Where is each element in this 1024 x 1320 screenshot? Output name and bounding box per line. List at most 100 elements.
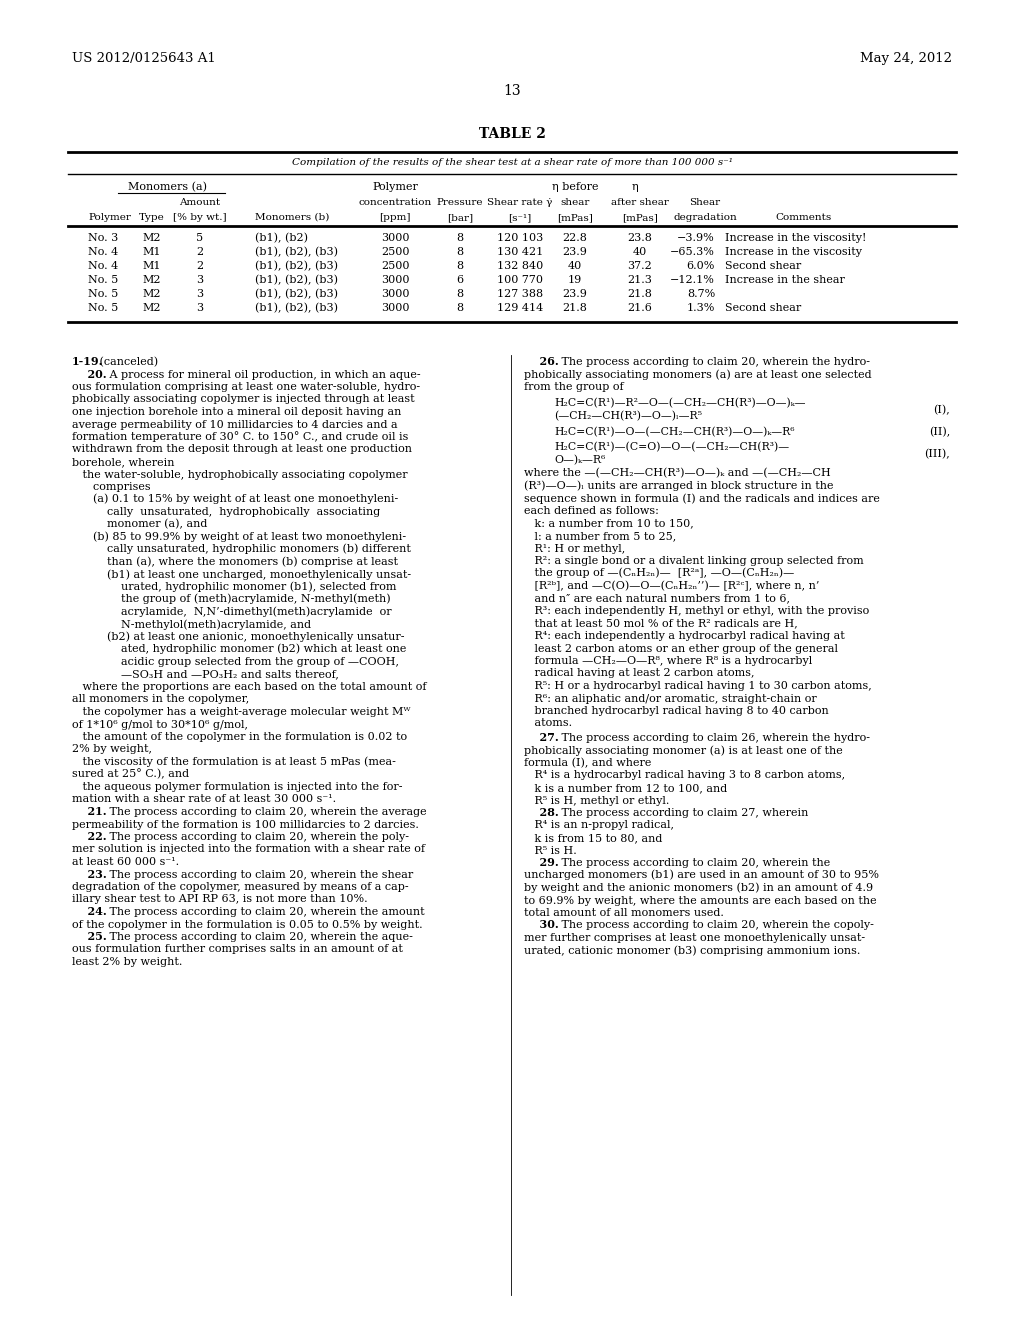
Text: ous formulation comprising at least one water-soluble, hydro-: ous formulation comprising at least one …	[72, 381, 420, 392]
Text: (b1), (b2), (b3): (b1), (b2), (b3)	[255, 302, 338, 313]
Text: O—)ₖ—R⁶: O—)ₖ—R⁶	[554, 455, 605, 466]
Text: [mPas]: [mPas]	[622, 213, 658, 222]
Text: 8: 8	[457, 261, 464, 271]
Text: 30.: 30.	[524, 920, 559, 931]
Text: M1: M1	[142, 261, 161, 271]
Text: Type: Type	[139, 213, 165, 222]
Text: May 24, 2012: May 24, 2012	[860, 51, 952, 65]
Text: formation temperature of 30° C. to 150° C., and crude oil is: formation temperature of 30° C. to 150° …	[72, 432, 409, 442]
Text: 129 414: 129 414	[497, 304, 543, 313]
Text: 2500: 2500	[381, 261, 410, 271]
Text: monomer (a), and: monomer (a), and	[72, 519, 208, 529]
Text: 3: 3	[197, 275, 204, 285]
Text: the aqueous polymer formulation is injected into the for-: the aqueous polymer formulation is injec…	[72, 781, 402, 792]
Text: The process according to claim 20, wherein the aque-: The process according to claim 20, where…	[105, 932, 413, 942]
Text: No. 4: No. 4	[88, 247, 118, 257]
Text: degradation of the copolymer, measured by means of a cap-: degradation of the copolymer, measured b…	[72, 882, 409, 892]
Text: 130 421: 130 421	[497, 247, 543, 257]
Text: 25.: 25.	[72, 931, 106, 942]
Text: 127 388: 127 388	[497, 289, 543, 300]
Text: Second shear: Second shear	[725, 304, 801, 313]
Text: −12.1%: −12.1%	[670, 275, 715, 285]
Text: −65.3%: −65.3%	[670, 247, 715, 257]
Text: from the group of: from the group of	[524, 381, 624, 392]
Text: 3: 3	[197, 304, 204, 313]
Text: Monomers (b): Monomers (b)	[255, 213, 330, 222]
Text: The process according to claim 20, wherein the hydro-: The process according to claim 20, where…	[558, 356, 870, 367]
Text: 3000: 3000	[381, 234, 410, 243]
Text: to 69.9% by weight, where the amounts are each based on the: to 69.9% by weight, where the amounts ar…	[524, 895, 877, 906]
Text: The process according to claim 20, wherein the poly-: The process according to claim 20, where…	[105, 832, 409, 842]
Text: phobically associating monomers (a) are at least one selected: phobically associating monomers (a) are …	[524, 368, 871, 380]
Text: R⁴ is a hydrocarbyl radical having 3 to 8 carbon atoms,: R⁴ is a hydrocarbyl radical having 3 to …	[524, 771, 845, 780]
Text: atoms.: atoms.	[524, 718, 572, 729]
Text: 6: 6	[457, 275, 464, 285]
Text: the viscosity of the formulation is at least 5 mPas (mea-: the viscosity of the formulation is at l…	[72, 756, 396, 767]
Text: N-methylol(meth)acrylamide, and: N-methylol(meth)acrylamide, and	[72, 619, 311, 630]
Text: (b) 85 to 99.9% by weight of at least two monoethyleni-: (b) 85 to 99.9% by weight of at least tw…	[72, 532, 407, 543]
Text: 3000: 3000	[381, 304, 410, 313]
Text: R⁴ is an n-propyl radical,: R⁴ is an n-propyl radical,	[524, 821, 674, 830]
Text: Compilation of the results of the shear test at a shear rate of more than 100 00: Compilation of the results of the shear …	[292, 158, 732, 168]
Text: 2: 2	[197, 247, 204, 257]
Text: urated, cationic monomer (b3) comprising ammonium ions.: urated, cationic monomer (b3) comprising…	[524, 945, 860, 956]
Text: ous formulation further comprises salts in an amount of at: ous formulation further comprises salts …	[72, 945, 402, 954]
Text: (a) 0.1 to 15% by weight of at least one monoethyleni-: (a) 0.1 to 15% by weight of at least one…	[72, 494, 398, 504]
Text: 2500: 2500	[381, 247, 410, 257]
Text: 22.: 22.	[72, 832, 106, 842]
Text: Pressure: Pressure	[437, 198, 483, 207]
Text: (b1) at least one uncharged, monoethylenically unsat-: (b1) at least one uncharged, monoethylen…	[72, 569, 411, 579]
Text: [s⁻¹]: [s⁻¹]	[508, 213, 531, 222]
Text: 21.3: 21.3	[628, 275, 652, 285]
Text: The process according to claim 20, wherein the average: The process according to claim 20, where…	[105, 807, 427, 817]
Text: of the copolymer in the formulation is 0.05 to 0.5% by weight.: of the copolymer in the formulation is 0…	[72, 920, 423, 929]
Text: [R²ᵇ], and —C(O)—O—(CₙH₂ₙ’’)— [R²ᶜ], where n, n’: [R²ᵇ], and —C(O)—O—(CₙH₂ₙ’’)— [R²ᶜ], whe…	[524, 581, 819, 591]
Text: R³: each independently H, methyl or ethyl, with the proviso: R³: each independently H, methyl or ethy…	[524, 606, 869, 616]
Text: [mPas]: [mPas]	[557, 213, 593, 222]
Text: 21.: 21.	[72, 807, 106, 817]
Text: M1: M1	[142, 247, 161, 257]
Text: Shear rate γ̇: Shear rate γ̇	[487, 198, 553, 207]
Text: 8: 8	[457, 289, 464, 300]
Text: and n″ are each natural numbers from 1 to 6,: and n″ are each natural numbers from 1 t…	[524, 594, 790, 603]
Text: withdrawn from the deposit through at least one production: withdrawn from the deposit through at le…	[72, 445, 412, 454]
Text: [ppm]: [ppm]	[379, 213, 411, 222]
Text: least 2 carbon atoms or an ether group of the general: least 2 carbon atoms or an ether group o…	[524, 644, 838, 653]
Text: No. 5: No. 5	[88, 304, 118, 313]
Text: radical having at least 2 carbon atoms,: radical having at least 2 carbon atoms,	[524, 668, 755, 678]
Text: R⁵ is H.: R⁵ is H.	[524, 846, 577, 855]
Text: H₂C=C(R¹)—(C=O)—O—(—CH₂—CH(R³)—: H₂C=C(R¹)—(C=O)—O—(—CH₂—CH(R³)—	[554, 442, 790, 453]
Text: Second shear: Second shear	[725, 261, 801, 271]
Text: —SO₃H and —PO₃H₂ and salts thereof,: —SO₃H and —PO₃H₂ and salts thereof,	[72, 669, 339, 680]
Text: illary shear test to API RP 63, is not more than 10%.: illary shear test to API RP 63, is not m…	[72, 895, 368, 904]
Text: M2: M2	[142, 289, 161, 300]
Text: TABLE 2: TABLE 2	[478, 127, 546, 141]
Text: Polymer: Polymer	[372, 182, 418, 191]
Text: M2: M2	[142, 304, 161, 313]
Text: the group of —(CₙH₂ₙ)—  [R²ᵃ], —O—(CₙH₂ₙ)—: the group of —(CₙH₂ₙ)— [R²ᵃ], —O—(CₙH₂ₙ)…	[524, 568, 795, 578]
Text: The process according to claim 20, wherein the shear: The process according to claim 20, where…	[105, 870, 414, 879]
Text: phobically associating monomer (a) is at least one of the: phobically associating monomer (a) is at…	[524, 744, 843, 755]
Text: R⁵ is H, methyl or ethyl.: R⁵ is H, methyl or ethyl.	[524, 796, 670, 805]
Text: k is a number from 12 to 100, and: k is a number from 12 to 100, and	[524, 783, 727, 793]
Text: k: a number from 10 to 150,: k: a number from 10 to 150,	[524, 519, 693, 528]
Text: 1.3%: 1.3%	[687, 304, 715, 313]
Text: 20.: 20.	[72, 368, 106, 380]
Text: 23.8: 23.8	[628, 234, 652, 243]
Text: (—CH₂—CH(R³)—O—)ₗ—R⁵: (—CH₂—CH(R³)—O—)ₗ—R⁵	[554, 412, 702, 421]
Text: each defined as follows:: each defined as follows:	[524, 506, 658, 516]
Text: η before: η before	[552, 182, 598, 191]
Text: The process according to claim 20, wherein the: The process according to claim 20, where…	[558, 858, 830, 869]
Text: that at least 50 mol % of the R² radicals are H,: that at least 50 mol % of the R² radical…	[524, 619, 798, 628]
Text: mer solution is injected into the formation with a shear rate of: mer solution is injected into the format…	[72, 845, 425, 854]
Text: 3000: 3000	[381, 289, 410, 300]
Text: (I),: (I),	[933, 405, 950, 416]
Text: (b1), (b2), (b3): (b1), (b2), (b3)	[255, 247, 338, 257]
Text: uncharged monomers (b1) are used in an amount of 30 to 95%: uncharged monomers (b1) are used in an a…	[524, 870, 879, 880]
Text: 3000: 3000	[381, 275, 410, 285]
Text: Comments: Comments	[775, 213, 831, 222]
Text: formula (I), and where: formula (I), and where	[524, 758, 651, 768]
Text: cally unsaturated, hydrophilic monomers (b) different: cally unsaturated, hydrophilic monomers …	[72, 544, 411, 554]
Text: least 2% by weight.: least 2% by weight.	[72, 957, 182, 968]
Text: 27.: 27.	[524, 733, 559, 743]
